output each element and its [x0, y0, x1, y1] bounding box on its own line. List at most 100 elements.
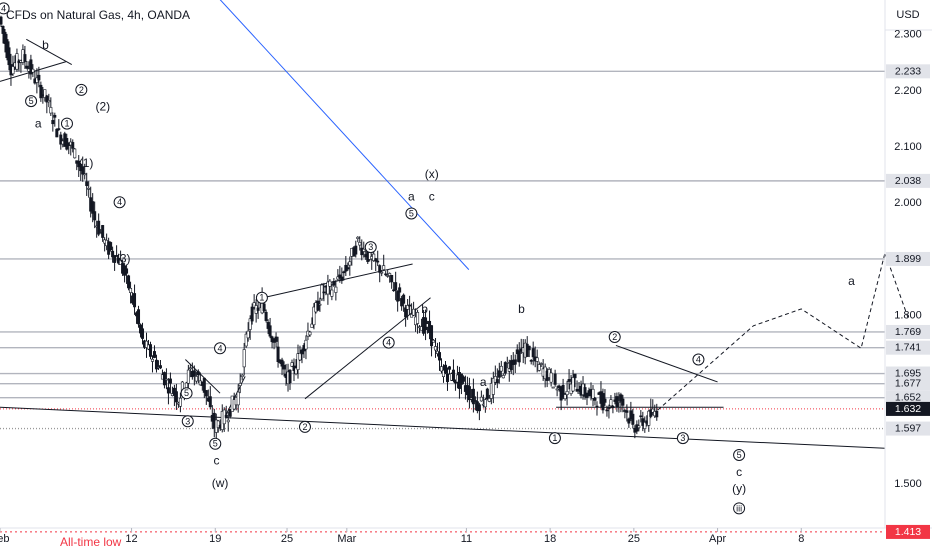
candle-body [45, 95, 49, 103]
candle-body [240, 374, 244, 377]
candle-body [485, 388, 489, 399]
wave-label-circle [25, 95, 38, 108]
wave-label: c [429, 190, 435, 204]
candle-body [162, 372, 166, 386]
price-level-label: 1.899 [895, 253, 921, 265]
candle-body [178, 397, 182, 407]
candle-body [174, 391, 178, 403]
wave-label: b [42, 38, 49, 52]
x-tick-label: 12 [125, 533, 137, 545]
candle-body [282, 364, 286, 370]
wave-label: b [518, 302, 525, 316]
candle-body [501, 375, 505, 379]
candle-body [25, 65, 29, 69]
price-level-label: 1.677 [895, 378, 921, 390]
price-level-badge [886, 173, 930, 188]
candle-body [473, 400, 477, 402]
candle-body [637, 425, 641, 428]
candle-body [77, 160, 81, 168]
candle-body [362, 248, 366, 252]
price-level-label: 2.233 [895, 65, 921, 77]
candle-body [127, 275, 131, 289]
candle-body [445, 373, 449, 383]
candle-body [332, 280, 336, 286]
candle-body [158, 365, 162, 369]
candle-body [551, 386, 555, 389]
candle-body [432, 339, 436, 343]
candle-body [148, 344, 152, 357]
candle-body [238, 383, 242, 386]
candle-body [461, 376, 465, 382]
x-tick-label: Apr [709, 533, 726, 545]
candle-body [549, 372, 553, 383]
candle-body [565, 391, 569, 395]
candle-body [242, 349, 246, 368]
candle-body [23, 54, 27, 62]
candle-body [591, 388, 595, 399]
candle-body [573, 373, 577, 379]
candle-body [497, 370, 501, 378]
x-tick-label: 19 [209, 533, 221, 545]
candle-body [262, 303, 266, 312]
price-level-badge [886, 324, 930, 339]
candle-body [477, 404, 481, 412]
candle-body [348, 261, 352, 266]
all-time-low-badge [886, 524, 930, 539]
candle-body [0, 16, 3, 25]
candle-body [605, 409, 609, 412]
candle-body [396, 291, 400, 302]
candle-body [441, 369, 445, 377]
wave-label: 4 [1, 3, 6, 13]
candle-body [51, 120, 55, 125]
candle-body [137, 309, 141, 325]
candle-body [164, 378, 168, 381]
candle-body [443, 364, 447, 374]
wave-label-circle [0, 2, 10, 15]
candle-body [394, 282, 398, 291]
wave-label-circle [209, 437, 222, 450]
wave-label: 5 [29, 96, 34, 106]
wave-label-circle [180, 387, 193, 400]
candle-body [115, 255, 119, 257]
x-tick-label: Feb [0, 533, 9, 545]
y-tick-label: 2.300 [894, 29, 922, 41]
candle-body [39, 84, 43, 99]
candle-body [593, 397, 597, 401]
candle-body [631, 413, 635, 425]
candle-body [192, 370, 196, 376]
wave-label: (y) [732, 482, 746, 496]
wave-label-circle [733, 448, 746, 461]
candle-body [83, 173, 87, 176]
currency-label: USD [896, 9, 919, 21]
candle-body [312, 306, 316, 326]
candle-body [81, 166, 85, 175]
price-level-label: 2.038 [895, 175, 921, 187]
candle-body [188, 367, 192, 370]
wave-label-circle [608, 331, 621, 344]
candle-body [202, 377, 206, 393]
candle-body [326, 281, 330, 295]
candle-body [11, 66, 15, 75]
price-level-badge [886, 251, 930, 266]
candle-body [354, 245, 358, 255]
candle-body [304, 339, 308, 350]
candle-body [141, 328, 145, 339]
candle-body [531, 348, 535, 358]
candle-body [186, 369, 190, 384]
candle-body [499, 365, 503, 372]
wave-label: 4 [696, 354, 701, 364]
candle-body [611, 406, 615, 409]
candle-body [617, 401, 621, 403]
wave-label: 5 [737, 450, 742, 460]
wave-label-circle [60, 117, 73, 130]
candle-body [438, 352, 442, 361]
wave-label: 4 [386, 338, 391, 348]
candle-body [152, 351, 156, 358]
candle-body [509, 360, 513, 371]
candle-body [274, 336, 278, 342]
candle-body [388, 273, 392, 276]
candle-body [150, 358, 154, 362]
candle-body [338, 274, 342, 279]
candle-body [380, 271, 384, 274]
